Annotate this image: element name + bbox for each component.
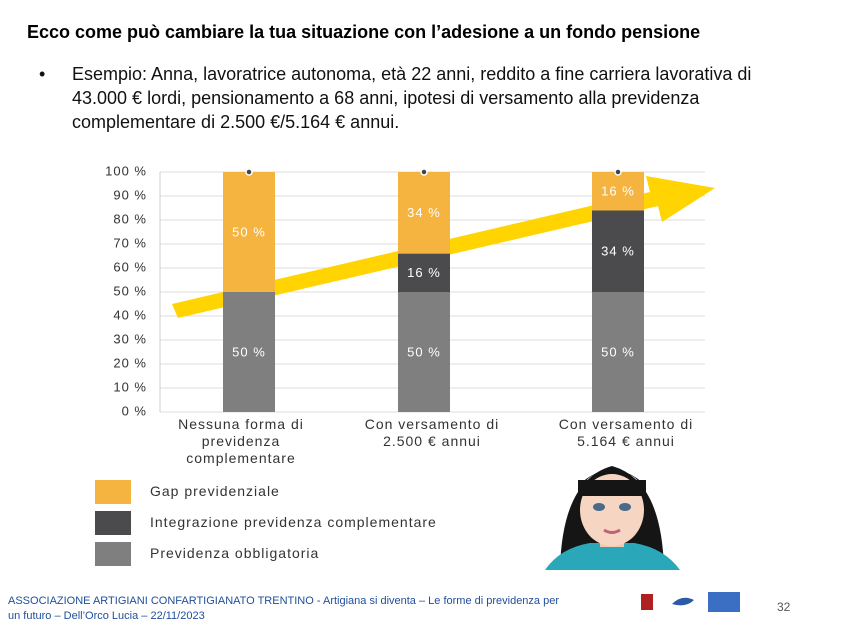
bar-segment [398, 172, 450, 254]
legend-label: Previdenza obbligatoria [150, 545, 320, 561]
y-tick-label: 40 % [113, 307, 147, 322]
x-tick-label: Con versamento di 5.164 € annui [558, 416, 694, 449]
legend-swatch [95, 542, 131, 566]
y-tick-label: 10 % [113, 379, 147, 394]
y-tick-label: 30 % [113, 331, 147, 346]
logos [641, 592, 740, 612]
value-label: 16 % [601, 184, 635, 199]
bar-top-dot [420, 168, 428, 176]
bar-segment [398, 253, 450, 292]
y-tick-label: 0 % [122, 403, 147, 418]
avatar [545, 466, 680, 570]
value-label: 34 % [601, 244, 635, 259]
page-number: 32 [777, 600, 791, 614]
x-tick-label: Nessuna forma di previdenza complementar… [178, 416, 304, 466]
legend-swatch [95, 480, 131, 504]
y-tick-label: 80 % [113, 211, 147, 226]
x-tick-label: Con versamento di 2.500 € annui [364, 416, 500, 449]
y-tick-label: 50 % [113, 283, 147, 298]
bar-segment [223, 292, 275, 412]
value-label: 34 % [407, 205, 441, 220]
bullet-text: Esempio: Anna, lavoratrice autonoma, età… [39, 62, 782, 134]
bar-segment [592, 172, 644, 211]
bar-segment [592, 292, 644, 412]
value-label: 50 % [407, 344, 441, 359]
legend-label: Integrazione previdenza complementare [150, 514, 437, 530]
y-tick-label: 70 % [113, 235, 147, 250]
y-tick-label: 90 % [113, 187, 147, 202]
bar-top-dot [245, 168, 253, 176]
value-label: 50 % [601, 344, 635, 359]
legend-swatch [95, 511, 131, 535]
bar-segment [592, 210, 644, 292]
y-tick-label: 60 % [113, 259, 147, 274]
bar-top-dot [614, 168, 622, 176]
value-label: 50 % [232, 224, 266, 239]
value-label: 16 % [407, 265, 441, 280]
bar-segment [223, 172, 275, 292]
value-label: 50 % [232, 344, 266, 359]
y-tick-label: 100 % [105, 163, 147, 178]
y-tick-label: 20 % [113, 355, 147, 370]
slide-title: Ecco come può cambiare la tua situazione… [27, 22, 701, 42]
bar-segment [398, 292, 450, 412]
legend-label: Gap previdenziale [150, 483, 280, 499]
footer: ASSOCIAZIONE ARTIGIANI CONFARTIGIANATO T… [8, 595, 559, 622]
